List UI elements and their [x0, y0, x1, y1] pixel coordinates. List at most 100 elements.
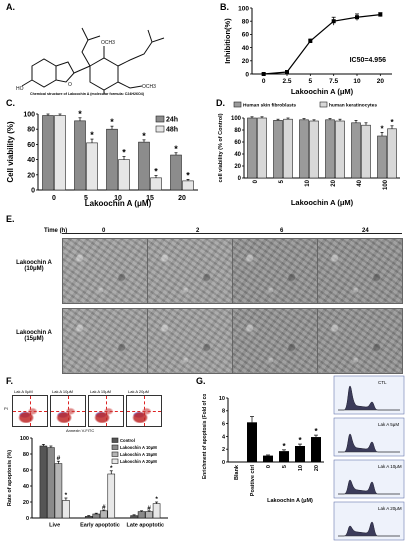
bar-human-skin-fibroblasts-40: [351, 122, 361, 179]
x-tick-label-20: 20: [178, 195, 186, 202]
y-tick-label: 80: [242, 18, 250, 25]
bar-lakoochin-a-10-m-live: [47, 447, 55, 519]
x-tick-label-100: 100: [383, 179, 389, 190]
y-tick-label: 40: [27, 157, 35, 164]
legend-swatch-lakoochin-a-10-m: [111, 444, 119, 450]
legend-swatch-48h: [155, 125, 165, 133]
bar-lakoochin-a-10-m-late-apoptotic: [137, 511, 146, 519]
bar-24h-5: [74, 120, 86, 191]
histogram-label-1: Lak A 5μM: [378, 422, 399, 427]
significance-star: *: [65, 492, 68, 499]
y-tick-label: 0: [26, 516, 29, 522]
y-axis-title: Rate of apoptosis (%): [7, 450, 13, 506]
panel-g-letter: G.: [196, 376, 206, 386]
y-axis-title: Cell viability (%): [6, 121, 15, 183]
time-24: 24: [362, 228, 369, 234]
significance-star: *: [122, 148, 126, 158]
row-label-15um-line2: (15μM): [24, 336, 44, 342]
panel-e-letter: E.: [6, 214, 15, 224]
legend-label-control: Control: [120, 438, 135, 443]
significance-star: *: [174, 144, 178, 154]
panel-a-letter: A.: [6, 2, 15, 12]
micrograph-15um-0h: [62, 308, 148, 374]
bar-24h-10: [106, 128, 118, 191]
bar-human-keratinocytes-40: [361, 124, 371, 179]
y-tick-label: 100: [238, 5, 249, 12]
bar-human-skin-fibroblasts-10: [299, 119, 309, 179]
flow-title-0: Lak A 0μM: [14, 389, 33, 394]
flow-title-3: Lak A 20μM: [128, 389, 149, 394]
significance-star: *: [298, 436, 302, 445]
y-axis-title: cell viability (% of Control): [218, 113, 224, 182]
x-tick-label: 10: [353, 78, 361, 85]
legend-label-lakoochin-a-20-m: Lakoochin A 20μM: [120, 459, 157, 464]
x-tick-label-late-apoptotic: Late apoptotic: [127, 523, 165, 529]
y-tick-label: 60: [234, 140, 241, 146]
flow-title-2: Lak A 15μM: [90, 389, 111, 394]
x-tick-label-live: Live: [49, 523, 60, 529]
row-label-10um-line1: Lakoochin A: [16, 260, 52, 266]
significance-star: *: [154, 167, 158, 177]
panel-f-letter: F.: [6, 376, 14, 386]
bar-control-early-apoptotic: [84, 516, 93, 519]
legend-swatch-lakoochin-a-15-m: [111, 451, 119, 457]
histogram-label-0: CTL: [378, 380, 387, 385]
chart-g-enrichment: 0 2 4 6 8 10 Blank Positive ctrl 0 * 5 * 10 * 20 Lakooc…: [202, 394, 324, 504]
structure-caption: Chemical structure of Lakoochin A (molec…: [30, 92, 144, 96]
bar-control-live: [39, 445, 48, 519]
x-tick-label-5: 5: [84, 195, 88, 202]
micrograph-15um-6h: [232, 308, 318, 374]
row-label-15um: Lakoochin A (15μM): [8, 330, 60, 342]
y-tick-label: 80: [234, 128, 241, 134]
y-tick-label: 0: [222, 460, 225, 466]
significance-hash: #: [57, 455, 61, 462]
y-tick-label: 20: [242, 58, 250, 65]
x-tick-label: 5: [309, 78, 313, 85]
svg-text:OCH3: OCH3: [101, 40, 115, 46]
x-tick-label-20: 20: [331, 179, 337, 186]
micrograph-10um-2h: [147, 238, 233, 304]
data-point-2-5: [285, 70, 289, 75]
y-axis-title: Inhibition(%): [223, 18, 232, 64]
chart-c-cell-viability: 0 20 40 60 80 100 0 * * 5 * * 10 * * 15 * * 20 24h 48h Lakooc…: [6, 109, 198, 208]
svg-text:O: O: [68, 82, 72, 88]
row-label-10um-line2: (10μM): [24, 266, 44, 272]
row-label-15um-line1: Lakoochin A: [16, 330, 52, 336]
ic50-annotation: IC50=4.956: [350, 57, 386, 64]
x-tick-label-40: 40: [357, 179, 363, 186]
y-tick-label: 20: [234, 164, 241, 170]
legend-swatch-lakoochin-a-20-m: [111, 458, 119, 464]
time-2: 2: [196, 228, 200, 234]
micrograph-15um-2h: [147, 308, 233, 374]
flow-axis-y: PI: [4, 406, 8, 411]
y-tick-label: 60: [27, 142, 35, 149]
chart-f-apoptosis-rate: 0 20 40 60 80 100 # * Live # * Early apoptotic # * Lat…: [7, 436, 168, 529]
legend-swatch-human-keratinocytes: [319, 101, 328, 108]
chart-b-inhibition: 0 20 40 60 80 100 0 2.5 5 7.5 10 20 IC50=4.956 Lakooc…: [223, 5, 392, 96]
legend-label-48h: 48h: [166, 127, 178, 134]
time-0: 0: [102, 228, 106, 234]
x-axis-title: Lakoochin A (μM): [85, 199, 152, 208]
x-tick-label-early-apoptotic: Early apoptotic: [80, 523, 120, 529]
bar-48h-5: [86, 142, 98, 191]
bar-lakoochin-a-15-m-late-apoptotic: [145, 511, 153, 519]
bar-lakoochin-a-15-m-early-apoptotic: [99, 510, 108, 519]
x-tick-label: 2.5: [282, 78, 291, 85]
y-tick-label: 10: [219, 396, 225, 402]
bar-20: [311, 437, 321, 462]
y-tick-label: 60: [23, 468, 29, 474]
legend-label-lakoochin-a-10-m: Lakoochin A 10μM: [120, 445, 157, 450]
significance-star: *: [380, 124, 384, 133]
histogram-label-2: Lak A 10μM: [378, 464, 402, 469]
y-tick-label: 40: [23, 484, 29, 490]
significance-star: *: [155, 496, 158, 503]
data-point-7-5: [331, 19, 336, 24]
bar-control-late-apoptotic: [130, 515, 138, 519]
bar-0: [263, 455, 273, 462]
bar-human-skin-fibroblasts-0: [247, 117, 257, 179]
y-tick-label: 4: [222, 434, 226, 440]
micrograph-10um-0h: [62, 238, 148, 304]
bar-human-keratinocytes-5: [283, 118, 293, 179]
bar-lakoochin-a-10-m-early-apoptotic: [92, 513, 101, 519]
flow-title-1: Lak A 10μM: [52, 389, 73, 394]
